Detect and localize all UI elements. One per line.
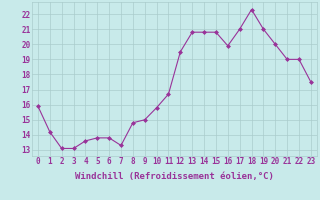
- X-axis label: Windchill (Refroidissement éolien,°C): Windchill (Refroidissement éolien,°C): [75, 172, 274, 181]
